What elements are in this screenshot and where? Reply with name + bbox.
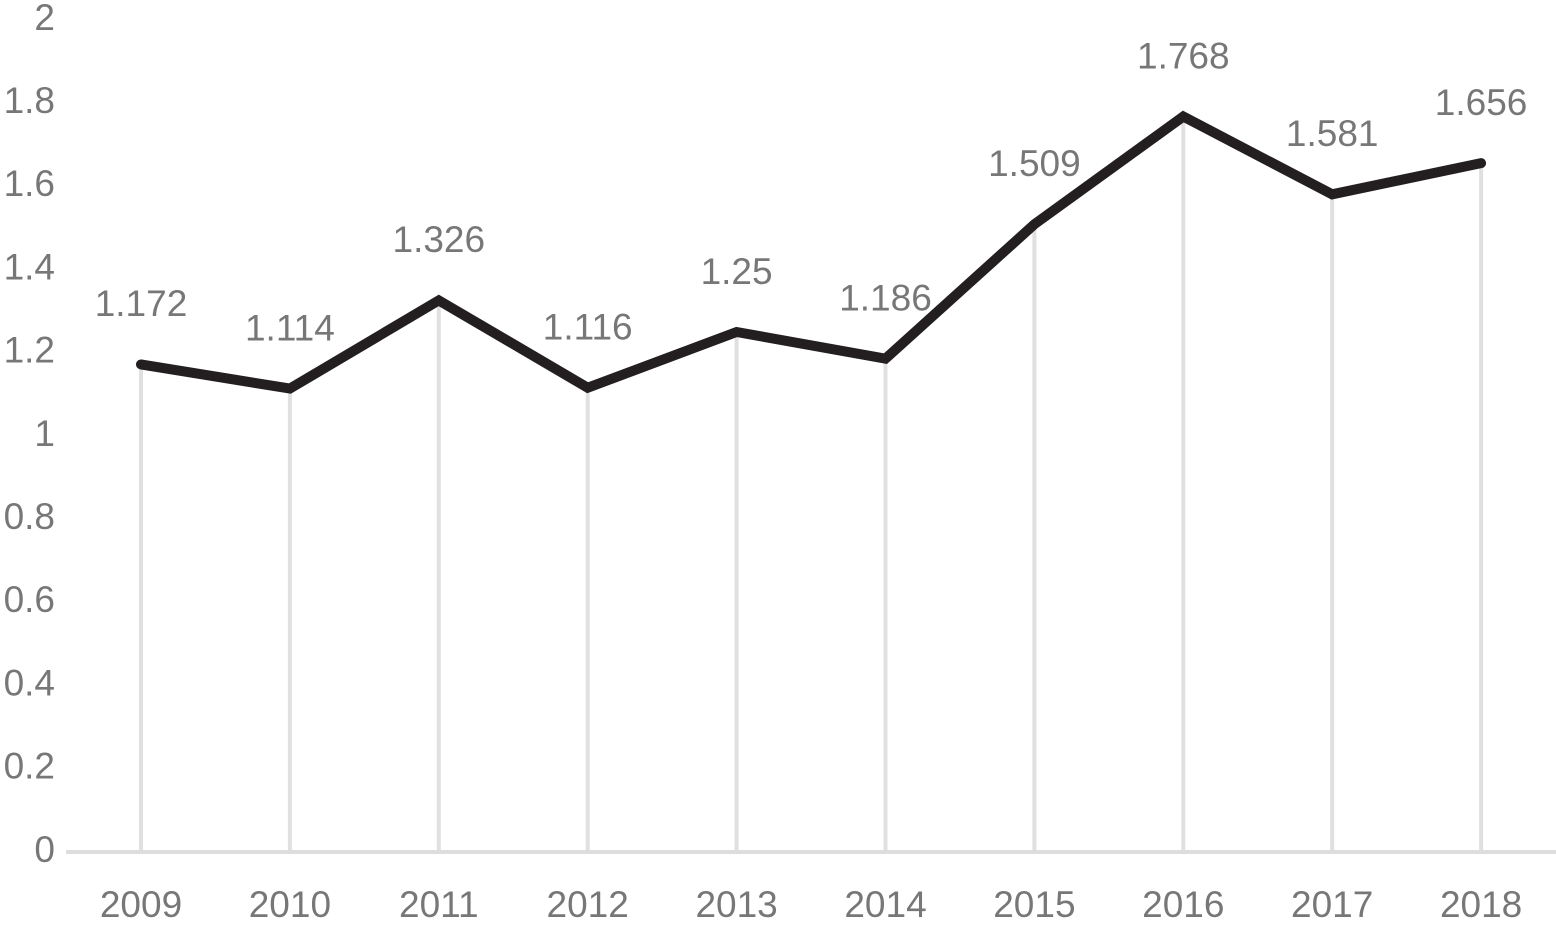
x-tick-label: 2015 [993,884,1075,925]
x-tick-label: 2017 [1291,884,1373,925]
x-tick-label: 2018 [1440,884,1522,925]
y-tick-label: 1.2 [4,330,55,371]
y-tick-label: 0.8 [4,496,55,537]
y-tick-label: 1 [34,413,55,454]
x-tick-label: 2013 [695,884,777,925]
y-tick-label: 1.4 [4,246,55,287]
y-tick-label: 1.6 [4,163,55,204]
data-label: 1.768 [1137,35,1230,76]
data-label: 1.25 [701,251,773,292]
x-tick-label: 2014 [844,884,926,925]
x-tick-label: 2012 [547,884,629,925]
y-tick-label: 0.2 [4,746,55,787]
y-tick-label: 1.8 [4,80,55,121]
x-tick-label: 2009 [100,884,182,925]
data-label: 1.581 [1286,113,1379,154]
data-label: 1.326 [393,219,486,260]
data-label: 1.509 [988,143,1081,184]
x-tick-label: 2011 [399,884,479,925]
y-tick-label: 0.4 [4,662,55,703]
y-tick-label: 2 [34,0,55,38]
data-label: 1.186 [839,277,932,318]
data-label: 1.116 [543,307,633,348]
y-tick-label: 0 [34,829,55,870]
line [136,110,1487,394]
x-tick-label: 2016 [1142,884,1224,925]
data-label: 1.172 [95,283,188,324]
data-label: 1.656 [1435,82,1528,123]
x-tick-label: 2010 [249,884,331,925]
data-label: 1.114 [245,307,335,348]
y-tick-label: 0.6 [4,579,55,620]
